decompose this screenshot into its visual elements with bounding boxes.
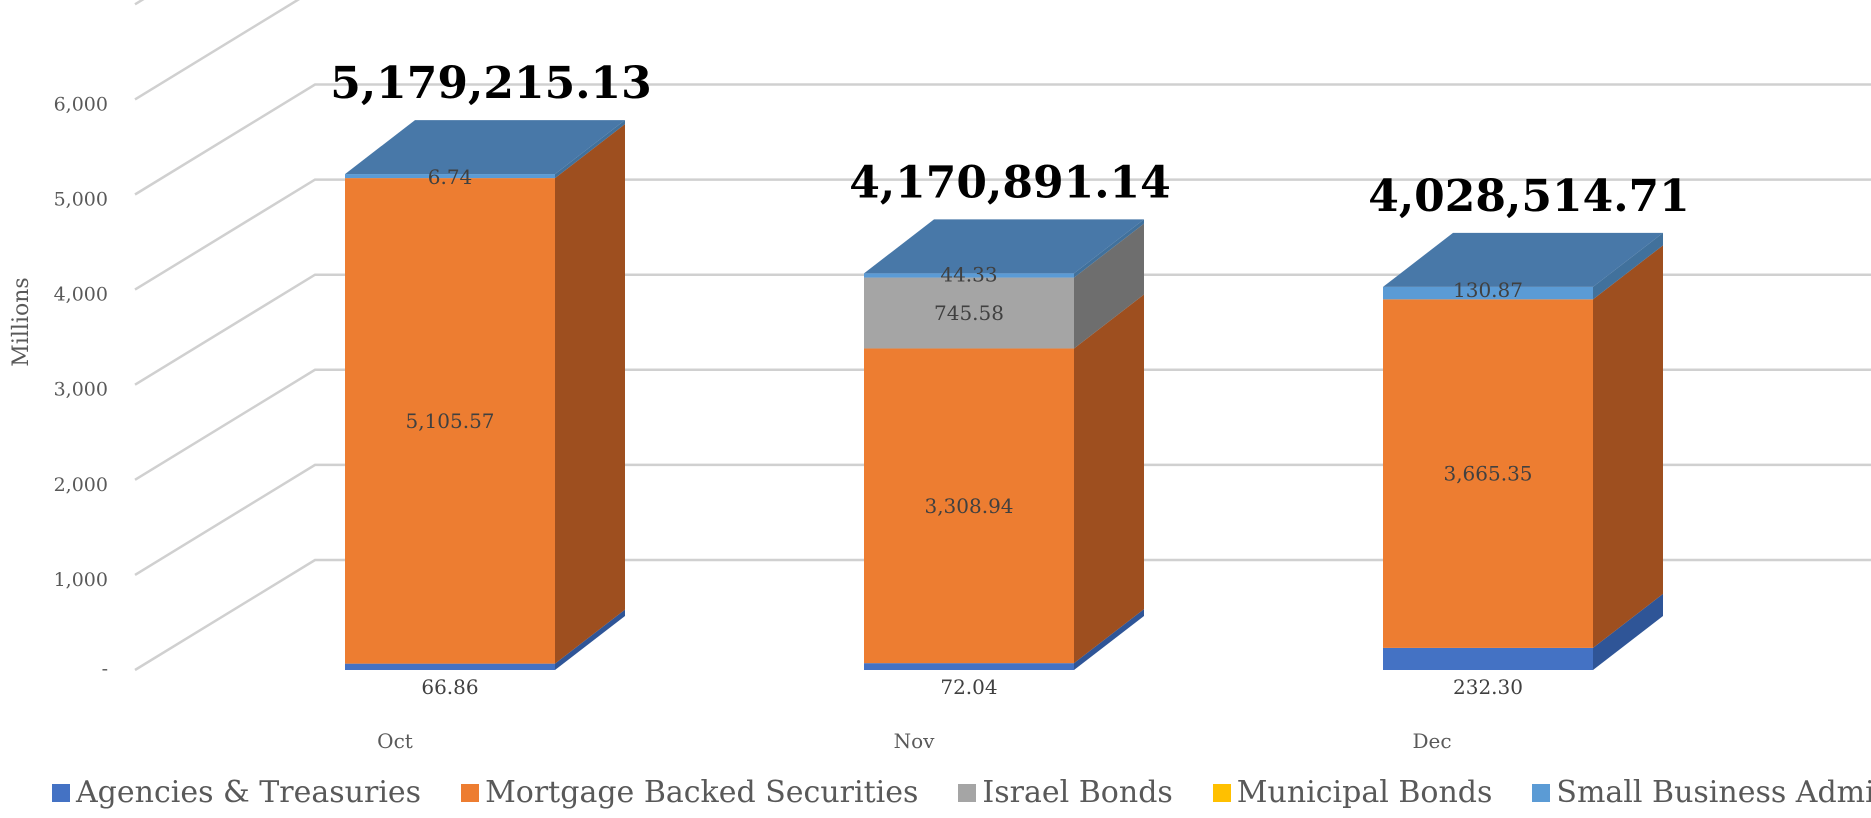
bar-segment-side <box>555 609 625 670</box>
legend-item: Agencies & Treasuries <box>52 775 421 810</box>
legend-swatch <box>1532 783 1551 802</box>
bar-segment <box>345 663 555 670</box>
gridline <box>134 273 1871 386</box>
y-tick-label: 4,000 <box>54 284 108 306</box>
chart-gridlines <box>134 0 1871 672</box>
y-tick-label: 5,000 <box>54 189 108 211</box>
gridline <box>134 463 1871 576</box>
bar-segment-side <box>1074 609 1144 670</box>
legend-label: Israel Bonds <box>982 775 1173 810</box>
bar-top-face <box>345 120 625 175</box>
legend-label: Agencies & Treasuries <box>76 775 422 810</box>
y-axis-label: Millions <box>9 277 34 366</box>
bars: 66.86 5,105.57 6.74 72.04 3,308.94 745.58 44.3… <box>345 120 1663 699</box>
bar-segment <box>1383 286 1593 300</box>
bar-segment <box>1383 299 1593 648</box>
chart-legend: Agencies & Treasuries Mortgage Backed Sec… <box>52 775 1871 810</box>
bar-segment <box>864 273 1074 278</box>
gridline <box>134 178 1871 291</box>
bar-segment <box>864 348 1074 664</box>
bar-segment-side <box>1593 593 1663 670</box>
bar-stack-nov: 72.04 3,308.94 745.58 44.33 <box>864 219 1144 699</box>
total-label: 4,028,514.71 <box>1368 171 1690 222</box>
data-label: 66.86 <box>421 675 478 699</box>
data-label: 44.33 <box>940 262 997 286</box>
gridline <box>134 83 1871 196</box>
data-label: 3,665.35 <box>1443 462 1532 486</box>
data-label: 3,308.94 <box>924 494 1013 518</box>
bar-segment-side <box>1593 232 1663 300</box>
legend-item: Mortgage Backed Securities <box>461 775 918 810</box>
bar-segment <box>345 178 555 664</box>
data-label: 5,105.57 <box>405 409 494 433</box>
legend-swatch <box>1212 783 1231 802</box>
x-axis-categories: Oct Nov Dec <box>377 729 1451 753</box>
legend-label: Municipal Bonds <box>1236 775 1493 810</box>
bar-segment-side <box>1074 219 1144 278</box>
legend-swatch <box>52 783 70 802</box>
bar-segment-side <box>1074 294 1144 664</box>
bar-segment <box>864 663 1074 670</box>
bar-stack-oct: 66.86 5,105.57 6.74 <box>345 120 625 699</box>
legend-item: Small Business Admin <box>1532 775 1871 810</box>
data-label: 72.04 <box>940 675 997 699</box>
legend-label: Mortgage Backed Securities <box>485 775 919 810</box>
gridline <box>134 368 1871 481</box>
bar-segment-side <box>1593 245 1663 648</box>
y-tick-label: 6,000 <box>54 93 108 115</box>
legend-swatch <box>461 783 480 802</box>
data-label: 130.87 <box>1453 278 1523 302</box>
bar-segment <box>1383 647 1593 670</box>
total-label: 5,179,215.13 <box>330 58 652 109</box>
bar-top-face <box>1383 232 1663 287</box>
x-tick-label: Dec <box>1412 729 1451 753</box>
bar-segment <box>345 174 555 179</box>
legend-swatch <box>958 783 977 802</box>
x-tick-label: Nov <box>894 729 936 753</box>
legend-label: Small Business Admin <box>1556 775 1871 810</box>
y-tick-label: 3,000 <box>54 379 108 401</box>
bar-stack-dec: 232.30 3,665.35 130.87 <box>1383 232 1663 699</box>
y-tick-label: - <box>102 658 108 680</box>
bar-totals: 5,179,215.13 4,170,891.14 4,028,514.71 <box>330 58 1690 222</box>
gridline <box>134 558 1871 672</box>
y-axis-ticks: - 1,000 2,000 3,000 4,000 5,000 6,000 <box>54 93 108 680</box>
gridline <box>134 0 301 101</box>
bar-top-face <box>864 219 1144 274</box>
bar-segment-side <box>555 120 625 179</box>
y-tick-label: 2,000 <box>54 474 108 496</box>
legend-item: Israel Bonds <box>958 775 1173 810</box>
bar-segment <box>864 277 1074 349</box>
legend-item: Municipal Bonds <box>1212 775 1493 810</box>
data-label: 232.30 <box>1453 675 1523 699</box>
x-tick-label: Oct <box>377 729 413 753</box>
data-label: 6.74 <box>428 165 473 189</box>
bar-segment-side <box>1074 223 1144 349</box>
total-label: 4,170,891.14 <box>849 157 1171 208</box>
gridline <box>134 0 145 6</box>
y-tick-label: 1,000 <box>54 569 108 591</box>
data-label: 745.58 <box>934 301 1004 325</box>
bar-segment-side <box>555 124 625 664</box>
